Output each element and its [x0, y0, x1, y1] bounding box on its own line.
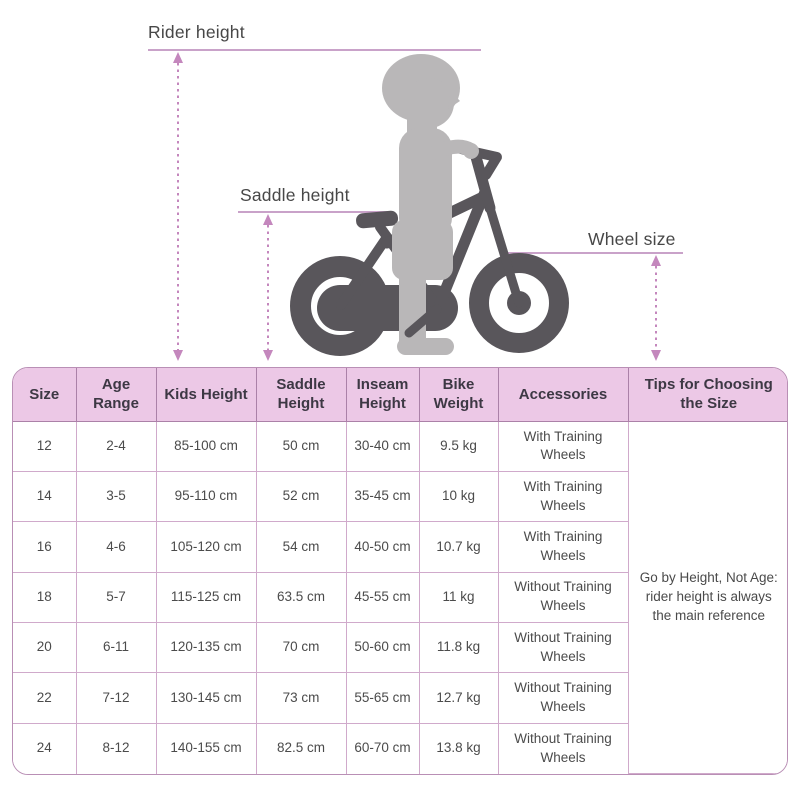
table-row: 20 6-11 120-135 cm 70 cm 50-60 cm 11.8 k…: [13, 622, 787, 674]
column-header-kids-height: Kids Height: [155, 368, 257, 422]
table-cell: 35-45 cm: [345, 471, 420, 523]
table-cell: 63.5 cm: [255, 571, 347, 624]
face: [448, 90, 460, 109]
table-cell: 105-120 cm: [155, 521, 257, 573]
column-header-size: Size: [13, 368, 77, 422]
table-cell: 12: [13, 420, 77, 473]
table-cell: 45-55 cm: [345, 571, 420, 624]
head-tube: [470, 151, 496, 214]
table-cell: 130-145 cm: [155, 672, 257, 724]
table-cell: 54 cm: [255, 521, 347, 573]
table-cell: 60-70 cm: [345, 722, 420, 774]
shorts: [392, 220, 453, 280]
down-tube: [432, 186, 491, 314]
table-cell: With Training Wheels: [497, 521, 628, 573]
crank-arm: [404, 304, 442, 338]
table-cell: 7-12: [75, 672, 157, 724]
table-header-row: Size Age Range Kids Height Saddle Height…: [13, 368, 787, 422]
table-cell: Without Training Wheels: [497, 571, 628, 624]
saddle: [356, 210, 399, 229]
table-cell: 2-4: [75, 420, 157, 473]
table-cell: 120-135 cm: [155, 622, 257, 674]
size-chart-table: Size Age Range Kids Height Saddle Height…: [13, 368, 787, 774]
tips-cell: Go by Height, Not Age: rider height is a…: [627, 420, 787, 774]
table-cell: 40-50 cm: [345, 521, 420, 573]
child-illustration: [382, 54, 479, 355]
table-row: 16 4-6 105-120 cm 54 cm 40-50 cm 10.7 kg…: [13, 521, 787, 573]
column-header-accessories: Accessories: [497, 368, 629, 422]
table-cell: 9.5 kg: [418, 420, 499, 473]
table-cell: 16: [13, 521, 77, 573]
rider-height-label: Rider height: [148, 22, 245, 42]
size-chart: Size Age Range Kids Height Saddle Height…: [12, 367, 788, 775]
table-cell: 22: [13, 672, 77, 724]
table-row: 18 5-7 115-125 cm 63.5 cm 45-55 cm 11 kg…: [13, 571, 787, 624]
column-header-bike-weight: Bike Weight: [418, 368, 499, 422]
measurement-lines: [148, 49, 683, 254]
wheel-size-label: Wheel size: [588, 229, 676, 249]
table-row: 22 7-12 130-145 cm 73 cm 55-65 cm 12.7 k…: [13, 672, 787, 724]
table-cell: 82.5 cm: [255, 722, 347, 774]
table-cell: 30-40 cm: [345, 420, 420, 473]
table-cell: 70 cm: [255, 622, 347, 674]
table-cell: Without Training Wheels: [497, 722, 628, 774]
table-cell: 55-65 cm: [345, 672, 420, 724]
column-header-saddle-height: Saddle Height: [255, 368, 347, 422]
table-cell: 4-6: [75, 521, 157, 573]
head: [404, 78, 454, 128]
table-cell: 85-100 cm: [155, 420, 257, 473]
seat-stay: [336, 235, 390, 310]
table-cell: 18: [13, 571, 77, 624]
table-cell: 140-155 cm: [155, 722, 257, 774]
table-cell: 6-11: [75, 622, 157, 674]
table-row: 14 3-5 95-110 cm 52 cm 35-45 cm 10 kg Wi…: [13, 471, 787, 523]
table-cell: 50-60 cm: [345, 622, 420, 674]
table-cell: 115-125 cm: [155, 571, 257, 624]
table-row: 24 8-12 140-155 cm 82.5 cm 60-70 cm 13.8…: [13, 722, 787, 774]
table-cell: 13.8 kg: [418, 722, 499, 774]
wheel-size-arrow: [651, 255, 661, 361]
saddle-height-arrow: [263, 214, 273, 361]
hand: [463, 143, 479, 159]
column-header-inseam-height: Inseam Height: [345, 368, 420, 422]
shoe: [397, 338, 454, 355]
table-cell: 95-110 cm: [155, 471, 257, 523]
rider-height-arrow: [173, 52, 183, 361]
table-cell: 52 cm: [255, 471, 347, 523]
table-cell: 5-7: [75, 571, 157, 624]
table-cell: 73 cm: [255, 672, 347, 724]
table-cell: 10 kg: [418, 471, 499, 523]
table-cell: 20: [13, 622, 77, 674]
column-header-tips: Tips for Choosing the Size: [627, 368, 787, 422]
saddle-height-label: Saddle height: [240, 185, 350, 205]
table-cell: With Training Wheels: [497, 420, 629, 473]
table-row: 12 2-4 85-100 cm 50 cm 30-40 cm 9.5 kg W…: [13, 420, 787, 774]
bike-sizing-illustration: [148, 49, 683, 361]
column-header-age-range: Age Range: [75, 368, 157, 422]
front-fork: [485, 203, 524, 308]
table-cell: 10.7 kg: [418, 521, 499, 573]
table-cell: Without Training Wheels: [497, 672, 628, 724]
table-cell: With Training Wheels: [497, 471, 628, 523]
front-wheel: [469, 253, 569, 353]
table-cell: 3-5: [75, 471, 157, 523]
table-cell: 14: [13, 471, 77, 523]
table-cell: 12.7 kg: [418, 672, 499, 724]
table-cell: 8-12: [75, 722, 157, 774]
table-cell: Without Training Wheels: [497, 622, 628, 674]
table-cell: 11 kg: [418, 571, 499, 624]
table-cell: 11.8 kg: [418, 622, 499, 674]
table-cell: 50 cm: [255, 420, 347, 473]
table-cell: 24: [13, 722, 77, 774]
